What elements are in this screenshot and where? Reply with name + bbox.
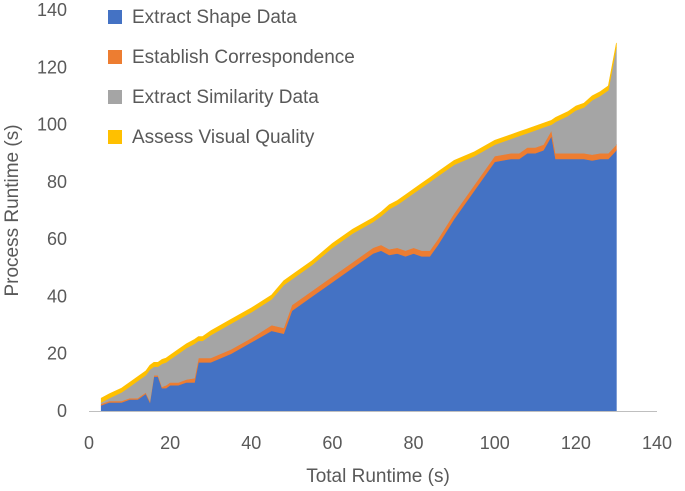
legend-swatch-extract-similarity-data [108, 90, 122, 104]
y-axis-title: Process Runtime (s) [2, 124, 23, 296]
y-tick-label: 100 [37, 115, 67, 135]
y-tick-label: 120 [37, 57, 67, 77]
legend-label-extract-similarity-data: Extract Similarity Data [132, 87, 319, 108]
y-tick-label: 20 [47, 344, 67, 364]
y-tick-label: 60 [47, 229, 67, 249]
x-tick-label: 0 [84, 433, 94, 453]
x-tick-label: 100 [480, 433, 510, 453]
legend-swatch-assess-visual-quality [108, 130, 122, 144]
legend-label-establish-correspondence: Establish Correspondence [132, 47, 355, 68]
y-tick-label: 140 [37, 0, 67, 20]
x-tick-label: 20 [160, 433, 180, 453]
legend-label-assess-visual-quality: Assess Visual Quality [132, 127, 315, 148]
legend-label-extract-shape-data: Extract Shape Data [132, 7, 297, 28]
area-assess-visual-quality [100, 42, 617, 403]
x-tick-label: 140 [642, 433, 672, 453]
x-tick-label: 40 [241, 433, 261, 453]
x-axis-title: Total Runtime (s) [306, 466, 450, 487]
y-tick-label: 0 [57, 401, 67, 421]
legend: Extract Shape Data Establish Corresponden… [108, 7, 355, 148]
x-tick-label: 60 [322, 433, 342, 453]
legend-swatch-extract-shape-data [108, 10, 122, 24]
y-tick-label: 40 [47, 286, 67, 306]
y-tick-label: 80 [47, 172, 67, 192]
legend-swatch-establish-correspondence [108, 50, 122, 64]
x-tick-labels: 0 20 40 60 80 100 120 140 [84, 433, 672, 453]
y-tick-labels: 0 20 40 60 80 100 120 140 [37, 0, 67, 421]
x-tick-label: 80 [404, 433, 424, 453]
series-layer [100, 42, 617, 412]
x-tick-label: 120 [561, 433, 591, 453]
